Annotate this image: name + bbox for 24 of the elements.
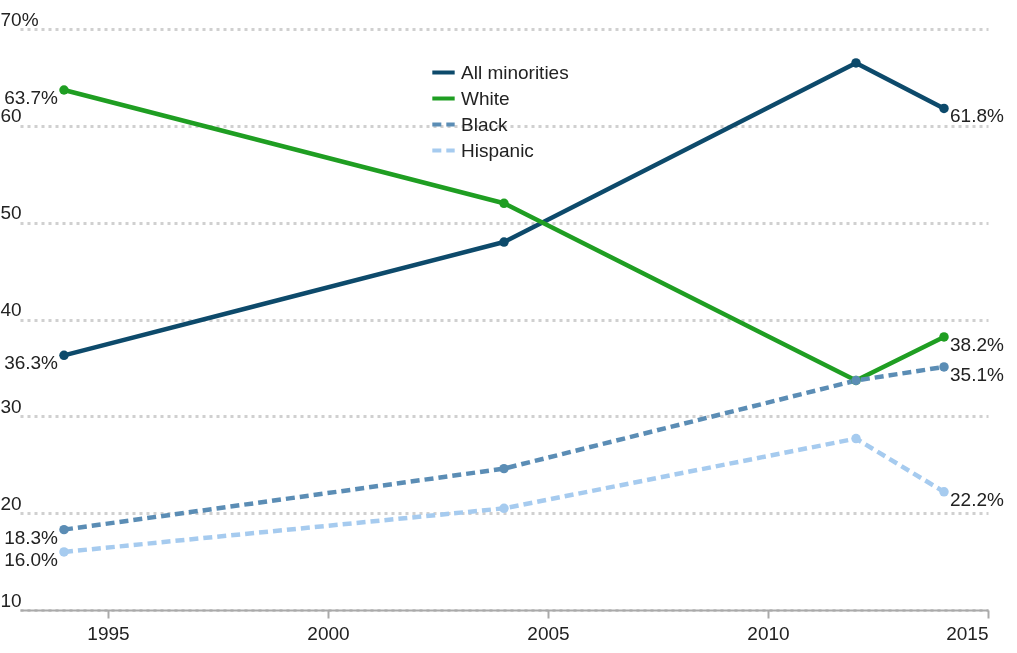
y-tick-label: 70% bbox=[0, 8, 39, 30]
x-tick-label: 2000 bbox=[307, 622, 350, 644]
legend-label: White bbox=[461, 87, 510, 109]
data-label: 16.0% bbox=[4, 548, 59, 570]
data-label: 38.2% bbox=[950, 333, 1004, 355]
x-tick-label: 2005 bbox=[527, 622, 570, 644]
x-tick-label: 2010 bbox=[747, 622, 790, 644]
y-tick-label: 40 bbox=[0, 299, 22, 320]
data-label: 61.8% bbox=[950, 105, 1004, 127]
y-tick-label: 20 bbox=[0, 492, 22, 514]
data-label: 22.2% bbox=[950, 488, 1004, 510]
data-label: 18.3% bbox=[4, 526, 59, 548]
y-tick-label: 60 bbox=[0, 105, 22, 127]
y-tick-label: 30 bbox=[0, 395, 22, 417]
legend-label: Hispanic bbox=[461, 139, 534, 161]
y-tick-label: 50 bbox=[0, 202, 22, 224]
data-label: 35.1% bbox=[950, 363, 1004, 385]
data-label: 63.7% bbox=[4, 87, 59, 108]
x-tick-label: 2015 bbox=[946, 622, 989, 644]
legend-label: Black bbox=[461, 113, 508, 135]
legend-label: All minorities bbox=[461, 61, 569, 83]
data-label: 36.3% bbox=[4, 352, 59, 374]
x-tick-label: 1995 bbox=[87, 622, 130, 644]
y-tick-label: 10 bbox=[0, 589, 22, 611]
